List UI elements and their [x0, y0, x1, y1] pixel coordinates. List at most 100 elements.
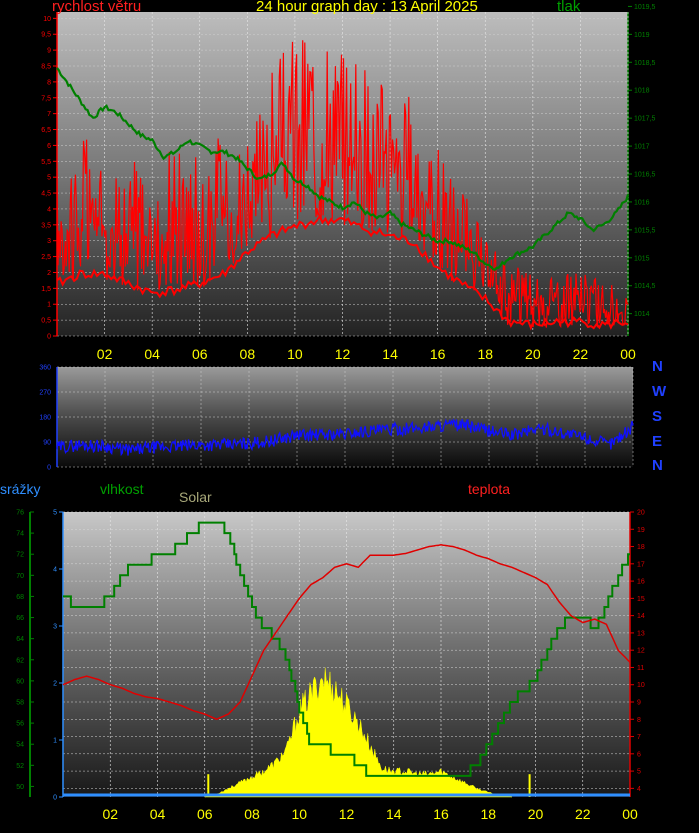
hour-tick-label: 18: [480, 806, 496, 822]
wind-direction-panel: 0 90 180 270 360: [39, 365, 634, 472]
temperature-tick-label: 6: [637, 751, 641, 758]
humidity-label: vlhkost: [100, 481, 144, 497]
precipitation-label: srážky: [0, 481, 41, 497]
pressure-tick-label: 1016,5: [634, 172, 656, 179]
wind-direction-series: [56, 418, 634, 457]
pressure-tick-label: 1017,5: [634, 116, 656, 123]
compass-n-bottom: N: [652, 457, 663, 474]
temperature-tick-label: 9: [637, 700, 641, 707]
temperature-tick-label: 18: [637, 544, 645, 551]
wind-tick-label: 1: [47, 302, 51, 309]
temperature-tick-label: 19: [637, 527, 645, 534]
hour-tick-label: 10: [287, 346, 303, 362]
humidity-tick-label: 54: [16, 742, 24, 749]
hour-tick-label: 02: [102, 806, 118, 822]
wind-tick-label: 9: [47, 48, 51, 55]
hour-tick-label: 20: [525, 346, 541, 362]
direction-tick-label: 270: [39, 390, 51, 397]
hour-tick-label: 18: [477, 346, 493, 362]
wind-tick-label: 6: [47, 143, 51, 150]
wind-tick-label: 4: [47, 206, 51, 213]
precip-tick-label: 3: [53, 624, 57, 631]
humidity-tick-label: 72: [16, 552, 24, 559]
pressure-tick-label: 1017: [634, 144, 650, 151]
humidity-tick-label: 58: [16, 700, 24, 707]
wind-tick-label: 0: [47, 334, 51, 341]
pressure-tick-label: 1016: [634, 199, 650, 206]
pressure-tick-label: 1014: [634, 311, 650, 318]
hour-tick-label: 16: [433, 806, 449, 822]
precip-tick-label: 0: [53, 795, 57, 802]
precip-tick-label: 1: [53, 738, 57, 745]
temperature-tick-label: 12: [637, 648, 645, 655]
precip-tick-label: 2: [53, 681, 57, 688]
hour-tick-label: 00: [620, 346, 636, 362]
wind-tick-label: 5: [47, 175, 51, 182]
humidity-tick-label: 56: [16, 721, 24, 728]
direction-tick-label: 0: [47, 465, 51, 472]
wind-tick-label: 0,5: [41, 318, 51, 325]
hour-tick-label: 20: [528, 806, 544, 822]
temperature-series: [62, 544, 631, 721]
hour-tick-label: 14: [382, 346, 398, 362]
hour-tick-label: 04: [144, 346, 160, 362]
wind-tick-label: 8: [47, 79, 51, 86]
wind-gust-series: [56, 40, 629, 329]
hour-tick-label: 22: [575, 806, 591, 822]
hour-tick-label: 12: [339, 806, 355, 822]
compass-n-top: N: [652, 358, 663, 375]
hour-tick-label: 02: [97, 346, 113, 362]
temperature-tick-label: 13: [637, 630, 645, 637]
humidity-tick-label: 76: [16, 510, 24, 517]
direction-tick-label: 360: [39, 365, 51, 372]
wind-average-series: [56, 214, 629, 331]
humidity-tick-label: 66: [16, 615, 24, 622]
pressure-tick-label: 1019: [634, 32, 650, 39]
hour-tick-label: 04: [150, 806, 166, 822]
wind-speed-label: rychlost větru: [52, 0, 142, 15]
wind-tick-label: 10: [43, 16, 51, 23]
humidity-tick-label: 60: [16, 678, 24, 685]
hour-tick-label: 08: [244, 806, 260, 822]
pressure-label: tlak: [557, 0, 581, 15]
humidity-tick-label: 64: [16, 636, 24, 643]
wind-tick-label: 9,5: [41, 32, 51, 39]
humidity-tick-label: 68: [16, 594, 24, 601]
wind-tick-label: 2: [47, 270, 51, 277]
wind-tick-label: 7: [47, 111, 51, 118]
chart-title: 24 hour graph day : 13 April 2025: [256, 0, 478, 15]
pressure-tick-label: 1014,5: [634, 283, 656, 290]
pressure-tick-label: 1015: [634, 255, 650, 262]
humidity-tick-label: 74: [16, 531, 24, 538]
wind-tick-label: 3: [47, 238, 51, 245]
direction-tick-label: 180: [39, 415, 51, 422]
precip-tick-label: 5: [53, 510, 57, 517]
wind-tick-label: 4,5: [41, 191, 51, 198]
direction-tick-label: 90: [43, 440, 51, 447]
temperature-label: teplota: [468, 481, 511, 497]
hour-tick-label: 14: [386, 806, 402, 822]
compass-e: E: [652, 433, 663, 450]
wind-tick-label: 5,5: [41, 159, 51, 166]
humidity-series: [63, 521, 630, 777]
temperature-tick-label: 8: [637, 717, 641, 724]
wind-tick-label: 3,5: [41, 222, 51, 229]
pressure-tick-label: 1018,5: [634, 60, 656, 67]
temperature-tick-label: 14: [637, 613, 645, 620]
hour-tick-label: 06: [197, 806, 213, 822]
wind-tick-label: 1,5: [41, 286, 51, 293]
temperature-tick-label: 17: [637, 561, 645, 568]
hour-tick-label: 06: [192, 346, 208, 362]
humidity-temperature-panel: 02 04 06 08 10 12 14 16 18 20 22 004567891011121314…: [16, 510, 645, 823]
temperature-tick-label: 11: [637, 665, 644, 672]
hour-tick-label: 00: [622, 806, 638, 822]
solar-label: Solar: [179, 489, 212, 505]
hour-tick-label: 16: [430, 346, 446, 362]
temperature-tick-label: 4: [637, 786, 641, 793]
hour-tick-label: 22: [573, 346, 589, 362]
wind-pressure-panel: 0 0,5 1 1,5 2 2,5 3 3,5 4 4,5 5 5,5 6 6,5 7 7,5 8 8,5 9 9,5…: [41, 4, 655, 362]
wind-tick-label: 7,5: [41, 95, 51, 102]
pressure-tick-label: 1018: [634, 88, 650, 95]
temperature-tick-label: 15: [637, 596, 645, 603]
